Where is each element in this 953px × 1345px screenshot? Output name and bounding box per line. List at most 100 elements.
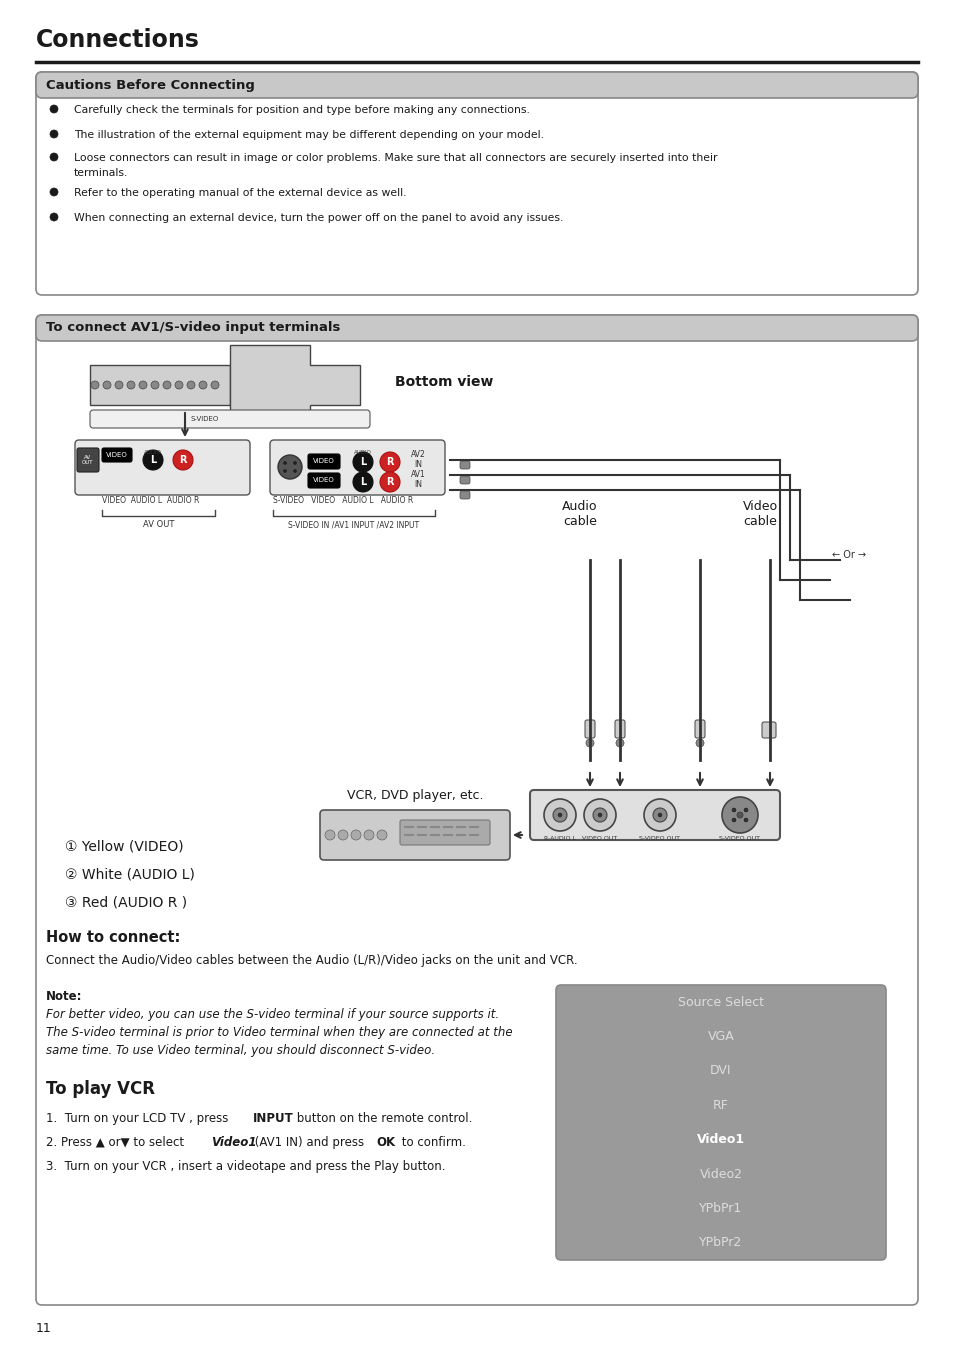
Text: When connecting an external device, turn the power off on the panel to avoid any: When connecting an external device, turn…	[74, 213, 563, 223]
Text: To play VCR: To play VCR	[46, 1080, 154, 1098]
Text: Refer to the operating manual of the external device as well.: Refer to the operating manual of the ext…	[74, 188, 406, 198]
Circle shape	[616, 738, 623, 746]
FancyBboxPatch shape	[459, 491, 470, 499]
FancyBboxPatch shape	[556, 985, 885, 1260]
Polygon shape	[90, 364, 230, 405]
Circle shape	[658, 812, 661, 816]
Circle shape	[50, 188, 58, 196]
Text: Video1: Video1	[697, 1134, 744, 1146]
FancyBboxPatch shape	[102, 448, 132, 461]
Text: S-VIDEO   VIDEO   AUDIO L   AUDIO R: S-VIDEO VIDEO AUDIO L AUDIO R	[273, 496, 413, 504]
Circle shape	[143, 451, 163, 469]
Circle shape	[50, 130, 58, 139]
Text: S-VIDEO OUT: S-VIDEO OUT	[719, 837, 760, 841]
Circle shape	[174, 381, 183, 389]
Text: Video2: Video2	[699, 1167, 741, 1181]
FancyBboxPatch shape	[36, 73, 917, 295]
Text: AV OUT: AV OUT	[143, 521, 174, 529]
Circle shape	[558, 812, 561, 816]
Circle shape	[379, 472, 399, 492]
Text: R: R	[386, 477, 394, 487]
FancyBboxPatch shape	[308, 473, 339, 488]
Circle shape	[187, 381, 194, 389]
Text: VIDEO: VIDEO	[313, 477, 335, 483]
FancyBboxPatch shape	[36, 315, 917, 342]
Text: R: R	[179, 455, 187, 465]
Text: VCR, DVD player, etc.: VCR, DVD player, etc.	[346, 790, 483, 802]
Text: Video
cable: Video cable	[741, 500, 777, 529]
Text: same time. To use Video terminal, you should disconnect S-video.: same time. To use Video terminal, you sh…	[46, 1044, 435, 1057]
Text: Bottom view: Bottom view	[395, 375, 493, 389]
Text: How to connect:: How to connect:	[46, 929, 180, 946]
Text: Audio
cable: Audio cable	[561, 500, 598, 529]
Circle shape	[543, 799, 576, 831]
Text: L: L	[359, 477, 366, 487]
Circle shape	[163, 381, 171, 389]
Text: VIDEO  AUDIO L  AUDIO R: VIDEO AUDIO L AUDIO R	[102, 496, 199, 504]
Circle shape	[379, 452, 399, 472]
Circle shape	[583, 799, 616, 831]
Text: YPbPr1: YPbPr1	[699, 1202, 741, 1215]
Circle shape	[731, 808, 735, 812]
Circle shape	[172, 451, 193, 469]
FancyBboxPatch shape	[399, 820, 490, 845]
Text: ② White (AUDIO L): ② White (AUDIO L)	[65, 868, 194, 882]
Circle shape	[737, 812, 742, 818]
Text: Loose connectors can result in image or color problems. Make sure that all conne: Loose connectors can result in image or …	[74, 153, 717, 163]
Circle shape	[151, 381, 159, 389]
FancyBboxPatch shape	[319, 810, 510, 859]
Text: RF: RF	[712, 1099, 728, 1112]
Text: VGA: VGA	[707, 1030, 734, 1044]
Text: (AV1 IN) and press: (AV1 IN) and press	[251, 1137, 368, 1149]
Text: R-AUDIO L: R-AUDIO L	[543, 837, 576, 841]
Circle shape	[721, 798, 758, 833]
Text: AV2
IN: AV2 IN	[410, 451, 425, 469]
Circle shape	[353, 472, 373, 492]
Text: Connect the Audio/Video cables between the Audio (L/R)/Video jacks on the unit a: Connect the Audio/Video cables between t…	[46, 954, 577, 967]
FancyBboxPatch shape	[695, 720, 704, 738]
Circle shape	[277, 455, 302, 479]
Text: ← Or →: ← Or →	[831, 550, 865, 560]
FancyBboxPatch shape	[761, 722, 775, 738]
Circle shape	[598, 812, 601, 816]
FancyBboxPatch shape	[615, 720, 624, 738]
FancyBboxPatch shape	[77, 448, 99, 472]
Circle shape	[376, 830, 387, 841]
Text: DVI: DVI	[709, 1064, 731, 1077]
FancyBboxPatch shape	[308, 455, 339, 469]
Circle shape	[115, 381, 123, 389]
Circle shape	[211, 381, 219, 389]
Text: S-VIDEO: S-VIDEO	[191, 416, 219, 422]
Circle shape	[325, 830, 335, 841]
FancyBboxPatch shape	[90, 410, 370, 428]
Circle shape	[743, 808, 747, 812]
FancyBboxPatch shape	[36, 73, 917, 98]
Circle shape	[593, 808, 606, 822]
Circle shape	[553, 808, 566, 822]
Circle shape	[696, 738, 703, 746]
Circle shape	[337, 830, 348, 841]
Text: INPUT: INPUT	[253, 1112, 294, 1124]
Text: S-VIDEO OUT: S-VIDEO OUT	[639, 837, 679, 841]
Text: 1.  Turn on your LCD TV , press: 1. Turn on your LCD TV , press	[46, 1112, 232, 1124]
Circle shape	[351, 830, 360, 841]
Text: R: R	[386, 457, 394, 467]
Circle shape	[50, 153, 58, 161]
Circle shape	[294, 461, 296, 464]
Text: OK: OK	[375, 1137, 395, 1149]
Text: Carefully check the terminals for position and type before making any connection: Carefully check the terminals for positi…	[74, 105, 529, 116]
Text: terminals.: terminals.	[74, 168, 129, 178]
Text: Source Select: Source Select	[678, 995, 763, 1009]
Text: ③ Red (AUDIO R ): ③ Red (AUDIO R )	[65, 896, 187, 911]
Text: AUDIO: AUDIO	[144, 449, 162, 455]
Circle shape	[50, 105, 58, 113]
FancyBboxPatch shape	[270, 440, 444, 495]
Text: The illustration of the external equipment may be different depending on your mo: The illustration of the external equipme…	[74, 130, 543, 140]
Circle shape	[743, 818, 747, 822]
Text: VIDEO: VIDEO	[106, 452, 128, 459]
Text: 2. Press ▲ or▼ to select: 2. Press ▲ or▼ to select	[46, 1137, 188, 1149]
Text: To connect AV1/S-video input terminals: To connect AV1/S-video input terminals	[46, 321, 340, 335]
Text: L: L	[359, 457, 366, 467]
Text: Cautions Before Connecting: Cautions Before Connecting	[46, 78, 254, 91]
Text: to confirm.: to confirm.	[397, 1137, 465, 1149]
